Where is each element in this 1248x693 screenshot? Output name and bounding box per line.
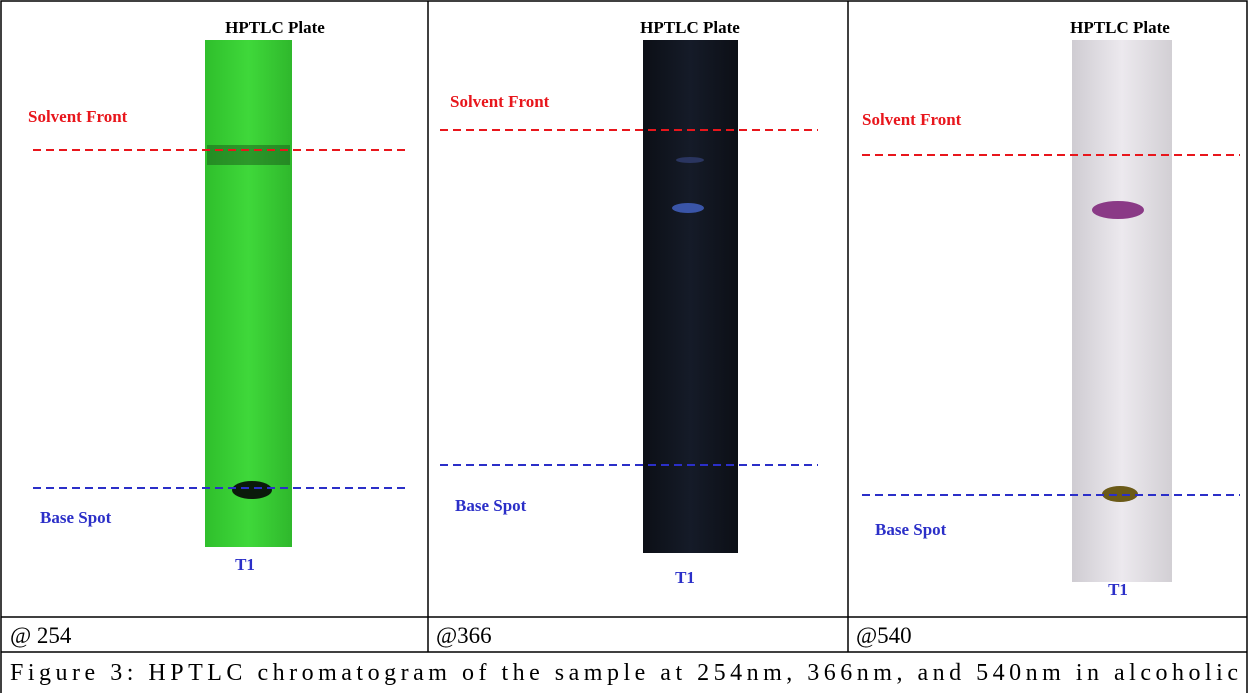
plate-title: HPTLC Plate [1070, 18, 1170, 37]
spot [1092, 201, 1144, 219]
plate [205, 40, 292, 547]
band [207, 145, 290, 165]
wavelength-label: @ 254 [10, 623, 72, 648]
solvent-front-label: Solvent Front [28, 107, 128, 126]
caption: Figure 3: HPTLC chromatogram of the samp… [10, 660, 1238, 686]
panel: HPTLC Plate Solvent Front Base Spot T1 @… [436, 18, 818, 648]
solvent-front-label: Solvent Front [862, 110, 962, 129]
base-spot-label: Base Spot [875, 520, 947, 539]
spot [672, 203, 704, 213]
plate [643, 40, 738, 553]
solvent-front-label: Solvent Front [450, 92, 550, 111]
wavelength-label: @366 [436, 623, 492, 648]
sample-label: T1 [675, 568, 695, 587]
wavelength-label: @540 [856, 623, 912, 648]
sample-label: T1 [1108, 580, 1128, 599]
panel: HPTLC Plate Solvent Front Base Spot T1 @… [10, 18, 405, 648]
spot [1102, 486, 1138, 502]
base-spot-label: Base Spot [40, 508, 112, 527]
sample-label: T1 [235, 555, 255, 574]
base-spot-label: Base Spot [455, 496, 527, 515]
panel: HPTLC Plate Solvent Front Base Spot T1 @… [856, 18, 1240, 648]
spot [232, 481, 272, 499]
spot [676, 157, 704, 163]
plate-title: HPTLC Plate [225, 18, 325, 37]
plate-title: HPTLC Plate [640, 18, 740, 37]
